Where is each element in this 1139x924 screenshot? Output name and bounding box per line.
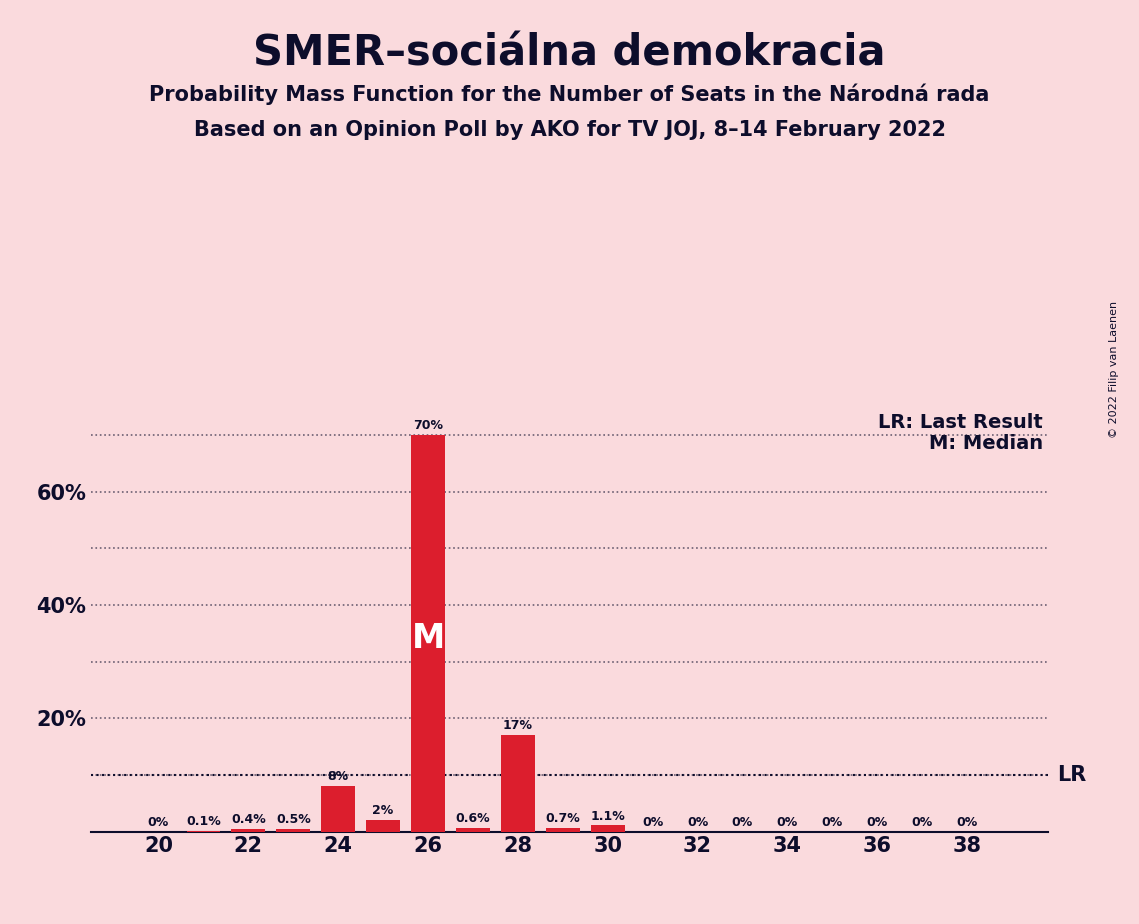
Text: 70%: 70% bbox=[413, 419, 443, 432]
Text: © 2022 Filip van Laenen: © 2022 Filip van Laenen bbox=[1109, 301, 1118, 438]
Bar bbox=[546, 828, 580, 832]
Text: SMER–sociálna demokracia: SMER–sociálna demokracia bbox=[253, 32, 886, 74]
Text: Probability Mass Function for the Number of Seats in the Národná rada: Probability Mass Function for the Number… bbox=[149, 83, 990, 104]
Text: 0.6%: 0.6% bbox=[456, 812, 490, 825]
Bar bbox=[411, 435, 445, 832]
Text: M: Median: M: Median bbox=[929, 434, 1043, 453]
Text: 0%: 0% bbox=[911, 816, 933, 829]
Text: 0%: 0% bbox=[867, 816, 887, 829]
Text: 0%: 0% bbox=[732, 816, 753, 829]
Text: LR: Last Result: LR: Last Result bbox=[878, 413, 1043, 432]
Text: M: M bbox=[411, 623, 444, 655]
Bar bbox=[321, 786, 355, 832]
Text: 0%: 0% bbox=[148, 816, 169, 829]
Text: 8%: 8% bbox=[328, 771, 349, 784]
Text: Based on an Opinion Poll by AKO for TV JOJ, 8–14 February 2022: Based on an Opinion Poll by AKO for TV J… bbox=[194, 120, 945, 140]
Bar bbox=[591, 825, 624, 832]
Text: 0.7%: 0.7% bbox=[546, 812, 580, 825]
Text: 0.4%: 0.4% bbox=[231, 813, 265, 826]
Bar bbox=[501, 736, 534, 832]
Bar bbox=[277, 829, 310, 832]
Text: 0%: 0% bbox=[821, 816, 843, 829]
Text: 0%: 0% bbox=[642, 816, 663, 829]
Text: 0%: 0% bbox=[957, 816, 977, 829]
Bar bbox=[367, 821, 400, 832]
Text: 1.1%: 1.1% bbox=[590, 809, 625, 822]
Text: 2%: 2% bbox=[372, 805, 394, 818]
Text: 0.1%: 0.1% bbox=[186, 815, 221, 828]
Text: 0%: 0% bbox=[777, 816, 798, 829]
Text: LR: LR bbox=[1057, 765, 1087, 784]
Text: 0%: 0% bbox=[687, 816, 708, 829]
Bar bbox=[231, 830, 265, 832]
Text: 0.5%: 0.5% bbox=[276, 813, 311, 826]
Bar bbox=[456, 828, 490, 832]
Text: 17%: 17% bbox=[502, 720, 533, 733]
